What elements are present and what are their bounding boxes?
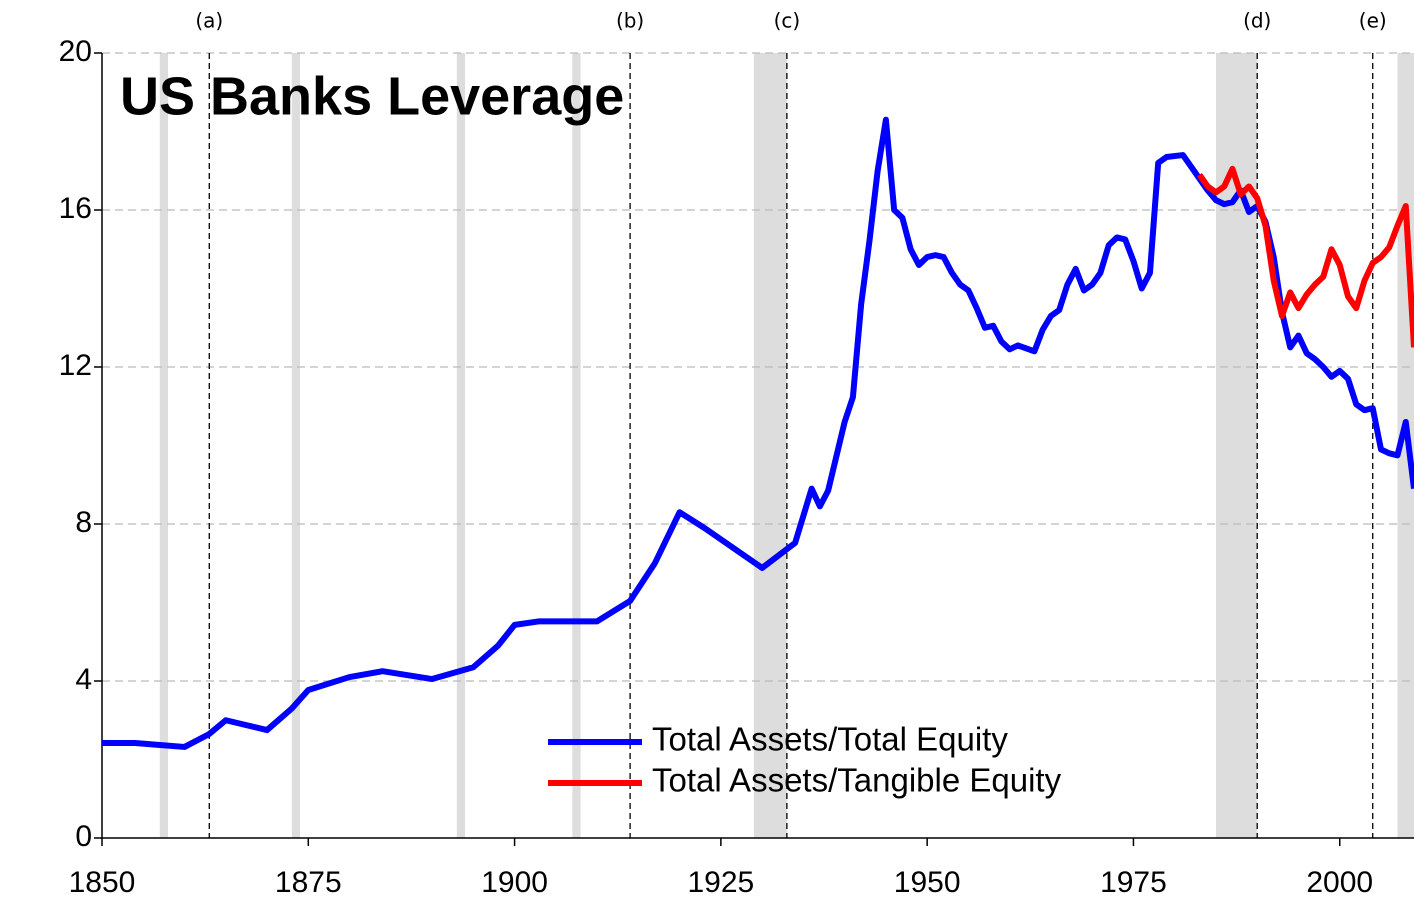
x-tick-label: 2000 (1306, 866, 1373, 899)
crisis-band (291, 53, 301, 838)
y-tick-label: 16 (59, 192, 92, 225)
legend-label: Total Assets/Total Equity (652, 721, 1008, 758)
y-tick-label: 0 (75, 820, 92, 853)
y-tick-label: 8 (75, 506, 92, 539)
event-label: (c) (774, 9, 801, 33)
x-tick-label: 1950 (894, 866, 961, 899)
event-label: (d) (1243, 9, 1271, 33)
y-tick-label: 20 (59, 35, 92, 68)
crisis-band (456, 53, 466, 838)
foreground-layer: 0 4 8 12 16 20 1850 1875 1900 1925 1950 1975 2000 (a)… (59, 9, 1414, 899)
y-tick-label: 12 (59, 349, 92, 382)
event-label: (b) (616, 9, 644, 33)
crisis-band (753, 53, 787, 838)
series-line (1197, 165, 1414, 348)
x-tick-label: 1975 (1100, 866, 1167, 899)
event-label: (e) (1359, 9, 1387, 33)
chart-title: US Banks Leverage (120, 66, 624, 126)
x-tick-label: 1850 (69, 866, 136, 899)
x-tick-label: 1875 (275, 866, 342, 899)
event-label: (a) (195, 9, 223, 33)
crisis-band (159, 53, 169, 838)
x-tick-label: 1925 (687, 866, 754, 899)
x-tick-label: 1900 (481, 866, 548, 899)
series-line (102, 116, 1414, 750)
crisis-band (572, 53, 581, 838)
crisis-band (1215, 53, 1258, 838)
legend-label: Total Assets/Tangible Equity (652, 762, 1062, 799)
y-tick-label: 4 (75, 663, 92, 696)
